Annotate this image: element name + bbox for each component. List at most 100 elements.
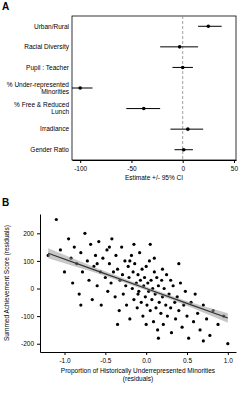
- scatter-point: [198, 328, 201, 331]
- scatter-point: [83, 232, 86, 235]
- tick-label: -1.0: [59, 357, 71, 364]
- tick: 1.0: [224, 352, 233, 364]
- scatter-point: [87, 279, 90, 282]
- plot-frame: [72, 16, 236, 160]
- tick-mark: [65, 352, 66, 355]
- scatter-point: [137, 290, 140, 293]
- scatter-point: [164, 303, 167, 306]
- scatter-point: [124, 284, 127, 287]
- estimate-point: [178, 45, 182, 49]
- estimate-point: [207, 24, 211, 28]
- tick-mark: [37, 344, 40, 345]
- scatter-point: [192, 320, 195, 323]
- scatter-point: [101, 257, 104, 260]
- tick-mark: [146, 352, 147, 355]
- scatter-point: [55, 218, 58, 221]
- tick-label: -200: [21, 340, 34, 347]
- tick-label: 0.5: [183, 357, 192, 364]
- scatter-point: [169, 306, 172, 309]
- category-label: % Under-representedMinorities: [7, 81, 70, 95]
- scatter-point: [150, 298, 153, 301]
- estimate-point: [181, 66, 185, 70]
- scatter-point: [108, 246, 111, 249]
- tick-label: 50: [231, 165, 239, 172]
- scatter-point: [96, 284, 99, 287]
- plot-area: [72, 16, 222, 160]
- axis-line: [73, 160, 237, 161]
- tick-mark: [80, 160, 81, 163]
- axis-line: [40, 215, 41, 353]
- scatter-point: [91, 298, 94, 301]
- scatter-point: [127, 276, 130, 279]
- figure: AUrban/RuralRacial DiversityPupil : Teac…: [0, 0, 241, 400]
- scatter-point: [202, 339, 205, 342]
- scatter-point: [67, 237, 70, 240]
- scatter-point: [127, 265, 130, 268]
- scatter-point: [97, 240, 100, 243]
- tick-label: 0.0: [142, 357, 151, 364]
- tick-label: -50: [127, 165, 137, 172]
- tick-mark: [183, 160, 184, 163]
- scatter-point: [205, 317, 208, 320]
- scatter-point: [112, 270, 115, 273]
- scatter-point: [163, 287, 166, 290]
- scatter-point: [144, 295, 147, 298]
- scatter-point: [73, 246, 76, 249]
- estimate-point: [182, 148, 186, 152]
- scatter-point: [169, 279, 172, 282]
- tick-mark: [37, 316, 40, 317]
- estimate-point: [78, 86, 82, 90]
- tick: 50: [231, 160, 239, 172]
- scatter-point: [81, 270, 84, 273]
- scatter-point: [136, 273, 139, 276]
- scatter-point: [179, 281, 182, 284]
- scatter-point: [141, 315, 144, 318]
- scatter-point: [116, 268, 119, 271]
- scatter-point: [157, 284, 160, 287]
- scatter-point: [160, 279, 163, 282]
- panel-label: A: [2, 1, 9, 12]
- scatter-point: [128, 317, 131, 320]
- scatter-point: [138, 251, 141, 254]
- tick: -200: [21, 340, 40, 347]
- scatter-point: [149, 279, 152, 282]
- scatter-point: [132, 270, 135, 273]
- scatter-point: [106, 290, 109, 293]
- tick: -0.5: [100, 352, 112, 364]
- scatter-point: [184, 290, 187, 293]
- tick-label: -0.5: [100, 357, 112, 364]
- scatter-point: [78, 292, 81, 295]
- scatter-point: [166, 315, 169, 318]
- scatter-point: [108, 262, 111, 265]
- tick: 200: [23, 230, 40, 237]
- scatter-point: [153, 257, 156, 260]
- tick-mark: [131, 160, 132, 163]
- scatter-point: [79, 251, 82, 254]
- scatter-point: [148, 259, 151, 262]
- y-axis-title: Summed Achievement Score (residuals): [3, 225, 11, 341]
- estimate-point: [186, 127, 190, 131]
- scatter-point: [145, 303, 148, 306]
- scatter-point: [172, 284, 175, 287]
- x-axis: -1.0 -0.5 0.0 0.5 1.0: [41, 352, 237, 364]
- scatter-point: [165, 273, 168, 276]
- scatter-point: [121, 273, 124, 276]
- scatter-point: [123, 259, 126, 262]
- tick-mark: [37, 289, 40, 290]
- scatter-point: [161, 268, 164, 271]
- scatter-point: [226, 342, 229, 345]
- category-label: Gender Ratio: [30, 146, 69, 153]
- scatter-point: [177, 309, 180, 312]
- tick-mark: [228, 352, 229, 355]
- tick: 0: [30, 285, 40, 292]
- scatter-point: [130, 254, 133, 257]
- scatter-point: [185, 315, 188, 318]
- tick-label: 1.0: [224, 357, 233, 364]
- scatter-point: [153, 270, 156, 273]
- estimate-point: [142, 107, 146, 111]
- scatter-point: [143, 276, 146, 279]
- tick-label: -100: [21, 313, 34, 320]
- tick-mark: [234, 160, 235, 163]
- scatter-point: [149, 243, 152, 246]
- tick: 0: [181, 160, 185, 172]
